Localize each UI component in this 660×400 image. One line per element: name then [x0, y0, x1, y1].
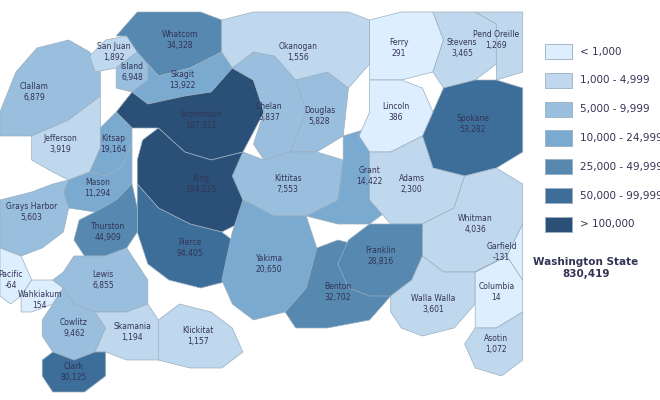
Polygon shape — [338, 224, 422, 296]
Text: Washington State
830,419: Washington State 830,419 — [533, 257, 639, 279]
Polygon shape — [53, 248, 148, 312]
Polygon shape — [90, 112, 132, 176]
Polygon shape — [370, 12, 444, 80]
Text: Spokane
53,282: Spokane 53,282 — [456, 114, 489, 134]
Text: Pierce
94,405: Pierce 94,405 — [177, 238, 203, 258]
Text: Benton
32,702: Benton 32,702 — [324, 282, 352, 302]
Polygon shape — [306, 128, 401, 224]
Polygon shape — [137, 128, 264, 232]
Polygon shape — [32, 96, 100, 180]
Polygon shape — [116, 52, 148, 92]
Text: Jefferson
3,919: Jefferson 3,919 — [44, 134, 78, 154]
Polygon shape — [475, 256, 523, 328]
Polygon shape — [137, 184, 243, 288]
Polygon shape — [290, 72, 348, 152]
Polygon shape — [475, 12, 523, 80]
Text: Garfield
-131: Garfield -131 — [486, 242, 517, 262]
Text: Ferry
291: Ferry 291 — [389, 38, 409, 58]
Text: San Juan
1,892: San Juan 1,892 — [97, 42, 130, 62]
Bar — [544, 102, 572, 117]
Bar — [544, 217, 572, 232]
Text: Grant
14,422: Grant 14,422 — [356, 166, 383, 186]
Text: Skagit
13,922: Skagit 13,922 — [169, 70, 195, 90]
Text: Pend Oreille
1,269: Pend Oreille 1,269 — [473, 30, 519, 50]
Polygon shape — [158, 304, 243, 368]
Polygon shape — [422, 80, 523, 176]
Text: Skamania
1,194: Skamania 1,194 — [113, 322, 151, 342]
Text: Stevens
3,465: Stevens 3,465 — [447, 38, 477, 58]
Bar — [544, 159, 572, 174]
Text: Franklin
28,816: Franklin 28,816 — [365, 246, 395, 266]
Polygon shape — [74, 184, 137, 256]
Text: Yakima
20,650: Yakima 20,650 — [255, 254, 283, 274]
Polygon shape — [391, 256, 475, 336]
Text: Wahkiakum
154: Wahkiakum 154 — [17, 290, 62, 310]
Bar — [544, 73, 572, 88]
Text: Thurston
44,909: Thurston 44,909 — [91, 222, 125, 242]
Text: Snohomish
107,311: Snohomish 107,311 — [180, 110, 222, 130]
Polygon shape — [95, 304, 180, 360]
Text: < 1,000: < 1,000 — [580, 47, 622, 57]
Polygon shape — [42, 288, 106, 360]
Text: 10,000 - 24,999: 10,000 - 24,999 — [580, 133, 660, 143]
Text: Lincoln
386: Lincoln 386 — [382, 102, 410, 122]
Text: Island
6,948: Island 6,948 — [121, 62, 143, 82]
Text: Cowlitz
9,462: Cowlitz 9,462 — [60, 318, 88, 338]
Polygon shape — [232, 52, 306, 160]
Text: Whatcom
34,328: Whatcom 34,328 — [161, 30, 198, 50]
Text: Columbia
14: Columbia 14 — [478, 282, 514, 302]
Text: Pacific
-64: Pacific -64 — [0, 270, 23, 290]
Polygon shape — [90, 36, 137, 72]
Bar — [544, 44, 572, 59]
Text: Kitsap
19,164: Kitsap 19,164 — [100, 134, 127, 154]
Text: Grays Harbor
5,603: Grays Harbor 5,603 — [6, 202, 57, 222]
Polygon shape — [465, 312, 523, 376]
Text: 1,000 - 4,999: 1,000 - 4,999 — [580, 75, 649, 85]
Polygon shape — [63, 144, 132, 212]
Polygon shape — [433, 12, 496, 88]
Polygon shape — [285, 240, 391, 328]
Text: 50,000 - 99,999: 50,000 - 99,999 — [580, 190, 660, 201]
Polygon shape — [116, 68, 264, 160]
Polygon shape — [21, 280, 63, 312]
Bar — [544, 130, 572, 146]
Text: Douglas
5,828: Douglas 5,828 — [304, 106, 335, 126]
Polygon shape — [132, 52, 232, 104]
Polygon shape — [475, 224, 523, 280]
Polygon shape — [0, 248, 32, 304]
Text: Whitman
4,036: Whitman 4,036 — [458, 214, 492, 234]
Polygon shape — [370, 136, 465, 224]
Text: King
194,215: King 194,215 — [185, 174, 216, 194]
Text: Mason
11,294: Mason 11,294 — [84, 178, 111, 198]
Text: 5,000 - 9,999: 5,000 - 9,999 — [580, 104, 649, 114]
Text: Adams
2,300: Adams 2,300 — [399, 174, 425, 194]
Polygon shape — [0, 40, 100, 136]
Text: Chelan
5,837: Chelan 5,837 — [256, 102, 282, 122]
Text: Asotin
1,072: Asotin 1,072 — [484, 334, 508, 354]
Text: > 100,000: > 100,000 — [580, 219, 635, 229]
Text: Okanogan
1,556: Okanogan 1,556 — [279, 42, 318, 62]
Bar — [544, 188, 572, 203]
Text: Kittitas
7,553: Kittitas 7,553 — [274, 174, 302, 194]
Polygon shape — [116, 12, 222, 76]
Polygon shape — [222, 200, 317, 320]
Text: Walla Walla
3,601: Walla Walla 3,601 — [411, 294, 455, 314]
Text: 25,000 - 49,999: 25,000 - 49,999 — [580, 162, 660, 172]
Polygon shape — [232, 152, 343, 216]
Text: Klickitat
1,157: Klickitat 1,157 — [182, 326, 214, 346]
Polygon shape — [42, 352, 106, 392]
Polygon shape — [0, 180, 69, 256]
Text: Lewis
6,855: Lewis 6,855 — [92, 270, 114, 290]
Text: Clark
80,125: Clark 80,125 — [61, 362, 87, 382]
Polygon shape — [422, 168, 523, 272]
Polygon shape — [359, 80, 433, 152]
Text: Clallam
6,879: Clallam 6,879 — [20, 82, 49, 102]
Polygon shape — [222, 12, 370, 88]
